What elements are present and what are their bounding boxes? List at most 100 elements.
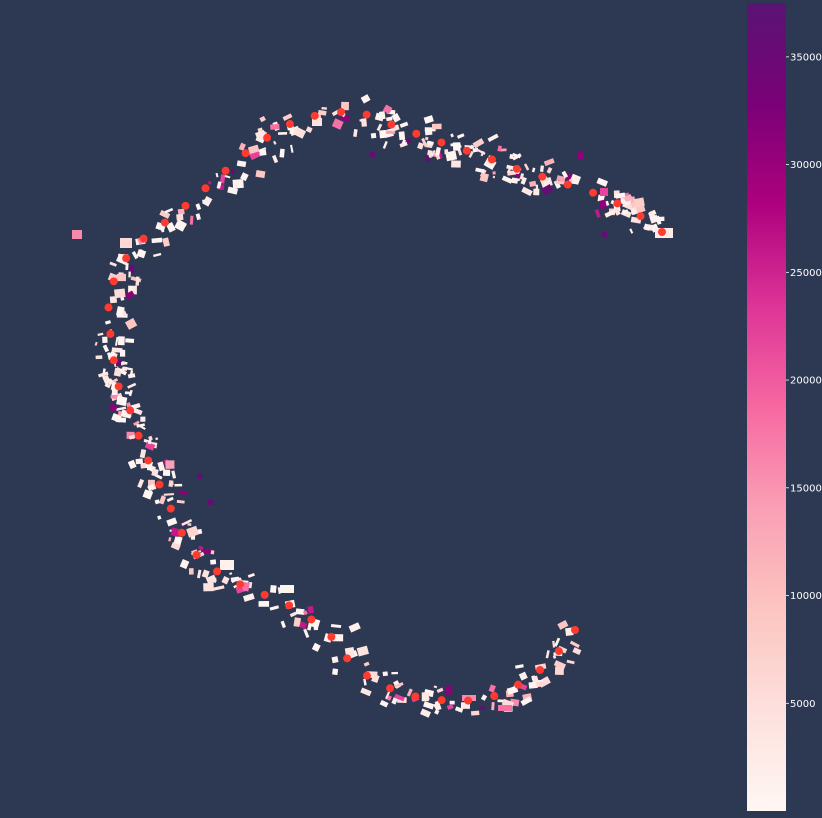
building-footprint xyxy=(417,142,424,150)
building-footprint xyxy=(179,558,190,570)
building-footprint xyxy=(360,94,371,104)
station-marker xyxy=(181,201,190,210)
building-footprint xyxy=(299,621,308,630)
building-footprint xyxy=(457,149,463,156)
building-footprint xyxy=(271,154,279,164)
building-footprint xyxy=(174,219,187,232)
building-footprint xyxy=(255,170,266,179)
building-footprint xyxy=(649,214,659,224)
building-footprint xyxy=(242,581,250,592)
building-footprint xyxy=(546,167,553,174)
building-footprint xyxy=(293,617,302,628)
building-footprint xyxy=(128,286,134,291)
building-footprint xyxy=(116,360,121,366)
building-footprint xyxy=(269,605,280,611)
building-footprint xyxy=(356,645,370,657)
station-marker xyxy=(114,382,123,391)
building-footprint xyxy=(168,480,174,488)
building-footprint xyxy=(270,585,277,593)
building-footprint xyxy=(282,113,293,121)
building-footprint xyxy=(514,178,521,183)
building-footprint xyxy=(391,112,401,123)
building-footprint xyxy=(195,203,202,211)
building-footprint xyxy=(168,537,172,542)
building-footprint xyxy=(578,152,584,160)
building-footprint xyxy=(452,142,461,151)
building-footprint xyxy=(423,701,435,710)
building-footprint xyxy=(556,175,566,182)
building-footprint xyxy=(72,230,82,239)
station-marker xyxy=(613,199,622,208)
building-footprint xyxy=(330,624,342,629)
building-footprint xyxy=(135,458,144,465)
building-footprint xyxy=(376,123,383,132)
building-footprint xyxy=(434,146,442,156)
station-marker xyxy=(139,234,148,243)
building-footprint xyxy=(311,642,321,652)
building-footprint xyxy=(434,709,440,715)
building-footprint xyxy=(146,467,155,471)
building-footprint xyxy=(382,104,393,115)
building-footprint xyxy=(302,610,308,616)
building-footprint xyxy=(104,320,112,325)
building-footprint xyxy=(604,209,616,218)
station-marker xyxy=(512,164,521,173)
station-marker xyxy=(109,356,118,365)
building-footprint xyxy=(116,395,128,407)
building-footprint xyxy=(444,685,453,696)
building-footprint xyxy=(382,671,388,677)
building-footprint xyxy=(446,704,454,711)
building-footprint xyxy=(147,483,155,491)
building-footprint xyxy=(454,706,464,713)
building-footprint xyxy=(186,525,200,538)
building-footprint xyxy=(468,150,474,159)
building-footprint xyxy=(552,655,557,659)
building-footprint xyxy=(277,132,288,135)
building-footprint xyxy=(151,237,163,244)
building-footprint xyxy=(305,126,313,133)
station-marker xyxy=(589,188,598,197)
building-footprint xyxy=(224,175,231,179)
building-footprint xyxy=(480,694,488,701)
building-footprint xyxy=(158,495,167,505)
station-marker xyxy=(490,692,499,701)
building-footprint xyxy=(540,165,544,173)
building-footprint xyxy=(520,176,527,185)
building-footprint xyxy=(181,519,193,526)
building-footprint xyxy=(424,136,429,141)
colorbar-ticks: 5000 10000 15000 20000 25000 30000 35000 xyxy=(786,52,822,710)
building-footprint xyxy=(450,133,454,138)
station-marker xyxy=(122,254,131,263)
station-marker xyxy=(160,218,169,227)
building-footprint xyxy=(178,490,188,496)
building-footprint xyxy=(242,593,255,602)
building-footprint xyxy=(321,107,327,110)
building-footprint xyxy=(456,133,465,139)
building-footprint xyxy=(116,406,127,411)
building-footprint xyxy=(127,373,136,379)
station-marker xyxy=(134,431,143,440)
station-marker xyxy=(307,615,316,624)
building-footprint xyxy=(151,468,159,477)
building-footprint xyxy=(295,608,305,615)
station-marker xyxy=(538,172,547,181)
building-footprint xyxy=(95,355,103,360)
building-footprint xyxy=(533,188,540,196)
building-footprint xyxy=(138,248,147,257)
building-footprint xyxy=(398,131,406,141)
building-footprint xyxy=(657,216,665,222)
building-footprint xyxy=(391,697,398,705)
building-footprint xyxy=(203,582,214,592)
building-footprint xyxy=(127,459,137,470)
building-footprint xyxy=(312,118,322,126)
building-footprint xyxy=(176,499,185,504)
building-footprint xyxy=(159,209,171,219)
building-footprint xyxy=(624,201,628,206)
building-footprint xyxy=(195,213,201,221)
building-footprint xyxy=(394,682,404,688)
building-footprint xyxy=(543,158,555,167)
station-marker xyxy=(343,654,352,663)
station-marker xyxy=(563,180,572,189)
station-marker xyxy=(362,671,371,680)
station-marker xyxy=(362,110,371,119)
